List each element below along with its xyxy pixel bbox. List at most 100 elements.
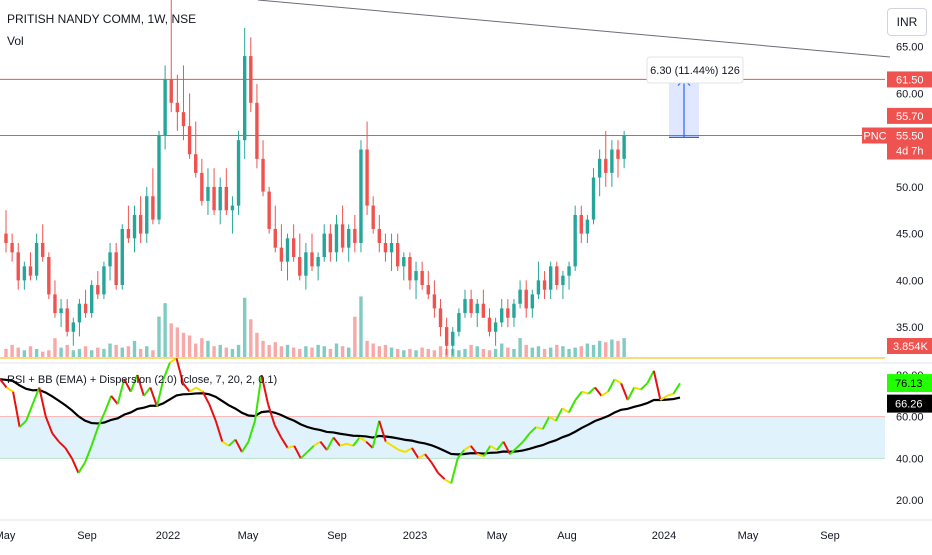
volume-bar <box>108 343 112 357</box>
rsi-segment <box>496 441 505 451</box>
volume-bar <box>22 350 27 357</box>
volume-bar <box>175 327 180 357</box>
rsi-segment <box>352 436 361 447</box>
volume-bar <box>285 344 290 357</box>
volume-bar <box>89 350 94 357</box>
volume-bar <box>426 348 430 357</box>
time-tick-label: 2022 <box>156 530 180 542</box>
time-tick-label: 2024 <box>652 530 676 542</box>
candle-body <box>432 294 437 309</box>
volume-bar <box>518 338 522 357</box>
candle-body <box>310 252 314 267</box>
rsi-segment <box>620 382 629 401</box>
basis-value-bg <box>887 394 932 413</box>
price-tick-label: 45.00 <box>896 229 924 241</box>
rsi-segment <box>116 378 126 405</box>
candle-body <box>114 252 118 286</box>
candle-body <box>41 242 45 258</box>
volume-bar <box>16 347 20 357</box>
rsi-segment <box>385 440 393 447</box>
rsi-segment <box>90 426 100 447</box>
volume-bar <box>194 343 198 357</box>
volume-bar <box>145 346 149 357</box>
rsi-segment <box>469 445 479 455</box>
candle-body <box>16 252 20 281</box>
candle-body <box>249 56 253 103</box>
volume-bar <box>273 342 277 357</box>
rsi-segment <box>652 370 662 401</box>
time-tick-label: May <box>238 530 259 542</box>
candle-body <box>444 327 449 346</box>
rsi-segment <box>554 407 564 422</box>
candle-body <box>71 322 76 332</box>
candle-body <box>65 308 69 332</box>
candle-body <box>457 313 461 332</box>
ticker-tag: PNC <box>863 131 886 143</box>
rsi-segment <box>129 374 139 393</box>
rsi-segment <box>241 441 250 453</box>
rsi-segment <box>666 392 674 397</box>
volume-bar <box>579 346 583 357</box>
candle-body <box>365 149 369 206</box>
time-tick-label: May <box>487 530 508 542</box>
rsi-segment <box>437 472 446 480</box>
currency-button[interactable]: INR <box>887 8 927 36</box>
candle-body <box>304 252 308 276</box>
candle-body <box>163 79 167 136</box>
candle-body <box>518 289 522 304</box>
candle-body <box>377 228 382 243</box>
volume-bar <box>500 343 504 357</box>
price-tick-label: 60.00 <box>896 88 924 100</box>
rsi-segment <box>548 415 557 422</box>
volume-bar <box>604 342 608 357</box>
rsi-segment <box>267 403 276 426</box>
volume-bar <box>591 344 596 357</box>
volume-bar <box>334 343 339 357</box>
volume-bar <box>261 340 265 357</box>
volume-bar <box>432 350 437 357</box>
volume-bar <box>340 346 345 357</box>
volume-bar <box>181 332 186 357</box>
volume-bar <box>28 346 33 357</box>
rsi-segment <box>162 362 171 380</box>
rsi-segment <box>110 395 119 405</box>
rsi-segment <box>155 378 165 407</box>
rsi-segment <box>477 453 485 458</box>
volume-bar <box>304 346 308 357</box>
rsi-segment <box>424 453 433 464</box>
rsi-segment <box>287 444 295 449</box>
rsi-segment <box>541 416 551 430</box>
rsi-segment <box>391 444 400 451</box>
rsi-segment <box>247 420 256 442</box>
volume-bar <box>622 338 626 357</box>
symbol-title: PRITISH NANDY COMM, 1W, NSE <box>7 12 197 26</box>
rsi-segment <box>528 426 537 435</box>
rsi-segment <box>31 387 41 405</box>
rsi-segment <box>607 378 616 393</box>
candle-body <box>426 285 430 295</box>
candle-body <box>512 303 516 318</box>
rsi-segment <box>58 440 67 449</box>
candle-body <box>273 228 277 248</box>
rsi-segment <box>6 386 14 393</box>
candle-body <box>108 252 112 267</box>
volume-bar <box>414 350 418 357</box>
volume-bar <box>347 347 351 357</box>
candle-body <box>463 299 467 314</box>
rsi-segment <box>143 386 152 397</box>
volume-bar <box>200 338 204 357</box>
last-price-bg <box>887 127 932 160</box>
rsi-segment <box>18 420 27 428</box>
volume-bar <box>255 332 259 357</box>
candle-body <box>34 242 39 276</box>
volume-bar <box>230 348 235 357</box>
candle-body <box>561 275 565 286</box>
candle-body <box>132 214 137 239</box>
volume-bar <box>530 347 535 357</box>
volume-bar <box>389 347 394 357</box>
volume-bar <box>71 350 76 357</box>
volume-bar <box>555 344 559 357</box>
rsi-segment <box>221 440 230 447</box>
